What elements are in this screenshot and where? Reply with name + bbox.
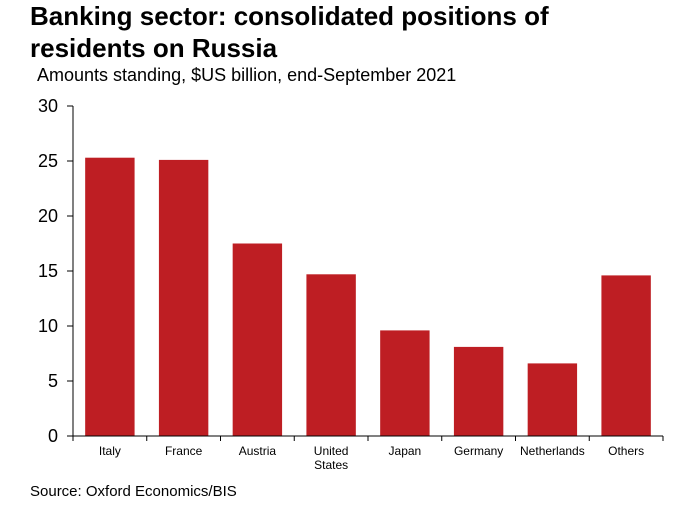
y-tick-label: 10: [38, 316, 58, 336]
y-tick-label: 0: [48, 426, 58, 446]
y-tick-label: 20: [38, 206, 58, 226]
chart-title-line-1: Banking sector: consolidated positions o…: [30, 1, 549, 31]
x-axis: Italy France Austria United States Japan Germa…: [72, 435, 664, 472]
chart-subtitle: Amounts standing, $US billion, end-Septe…: [37, 65, 457, 85]
bar-japan: [380, 330, 430, 436]
y-tick-label: 5: [48, 371, 58, 391]
y-tick-label: 15: [38, 261, 58, 281]
x-tick-label: Netherlands: [520, 444, 585, 458]
bar-france: [158, 159, 209, 436]
x-tick-label: Italy: [99, 444, 121, 458]
x-tick-label: France: [165, 444, 203, 458]
chart-title: Banking sector: consolidated positions o…: [30, 0, 670, 64]
bar-germany: [453, 346, 504, 436]
bar-others: [601, 275, 651, 436]
y-axis: 0 5 10 15 20 25 30: [38, 96, 74, 446]
bars: [85, 157, 651, 436]
x-tick-label: Japan: [389, 444, 422, 458]
y-tick-label: 30: [38, 96, 58, 116]
x-tick-label: Germany: [454, 444, 503, 458]
chart-title-line-2: residents on Russia: [30, 33, 278, 63]
bar-netherlands: [527, 363, 578, 436]
bar-austria: [232, 243, 283, 436]
x-tick-label: Others: [608, 444, 644, 458]
bar-italy: [85, 157, 135, 436]
x-tick-label: United States: [314, 444, 349, 472]
bar-united-states: [306, 274, 356, 436]
source-note: Source: Oxford Economics/BIS: [30, 483, 237, 500]
x-tick-label: Austria: [239, 444, 277, 458]
y-tick-label: 25: [38, 151, 58, 171]
